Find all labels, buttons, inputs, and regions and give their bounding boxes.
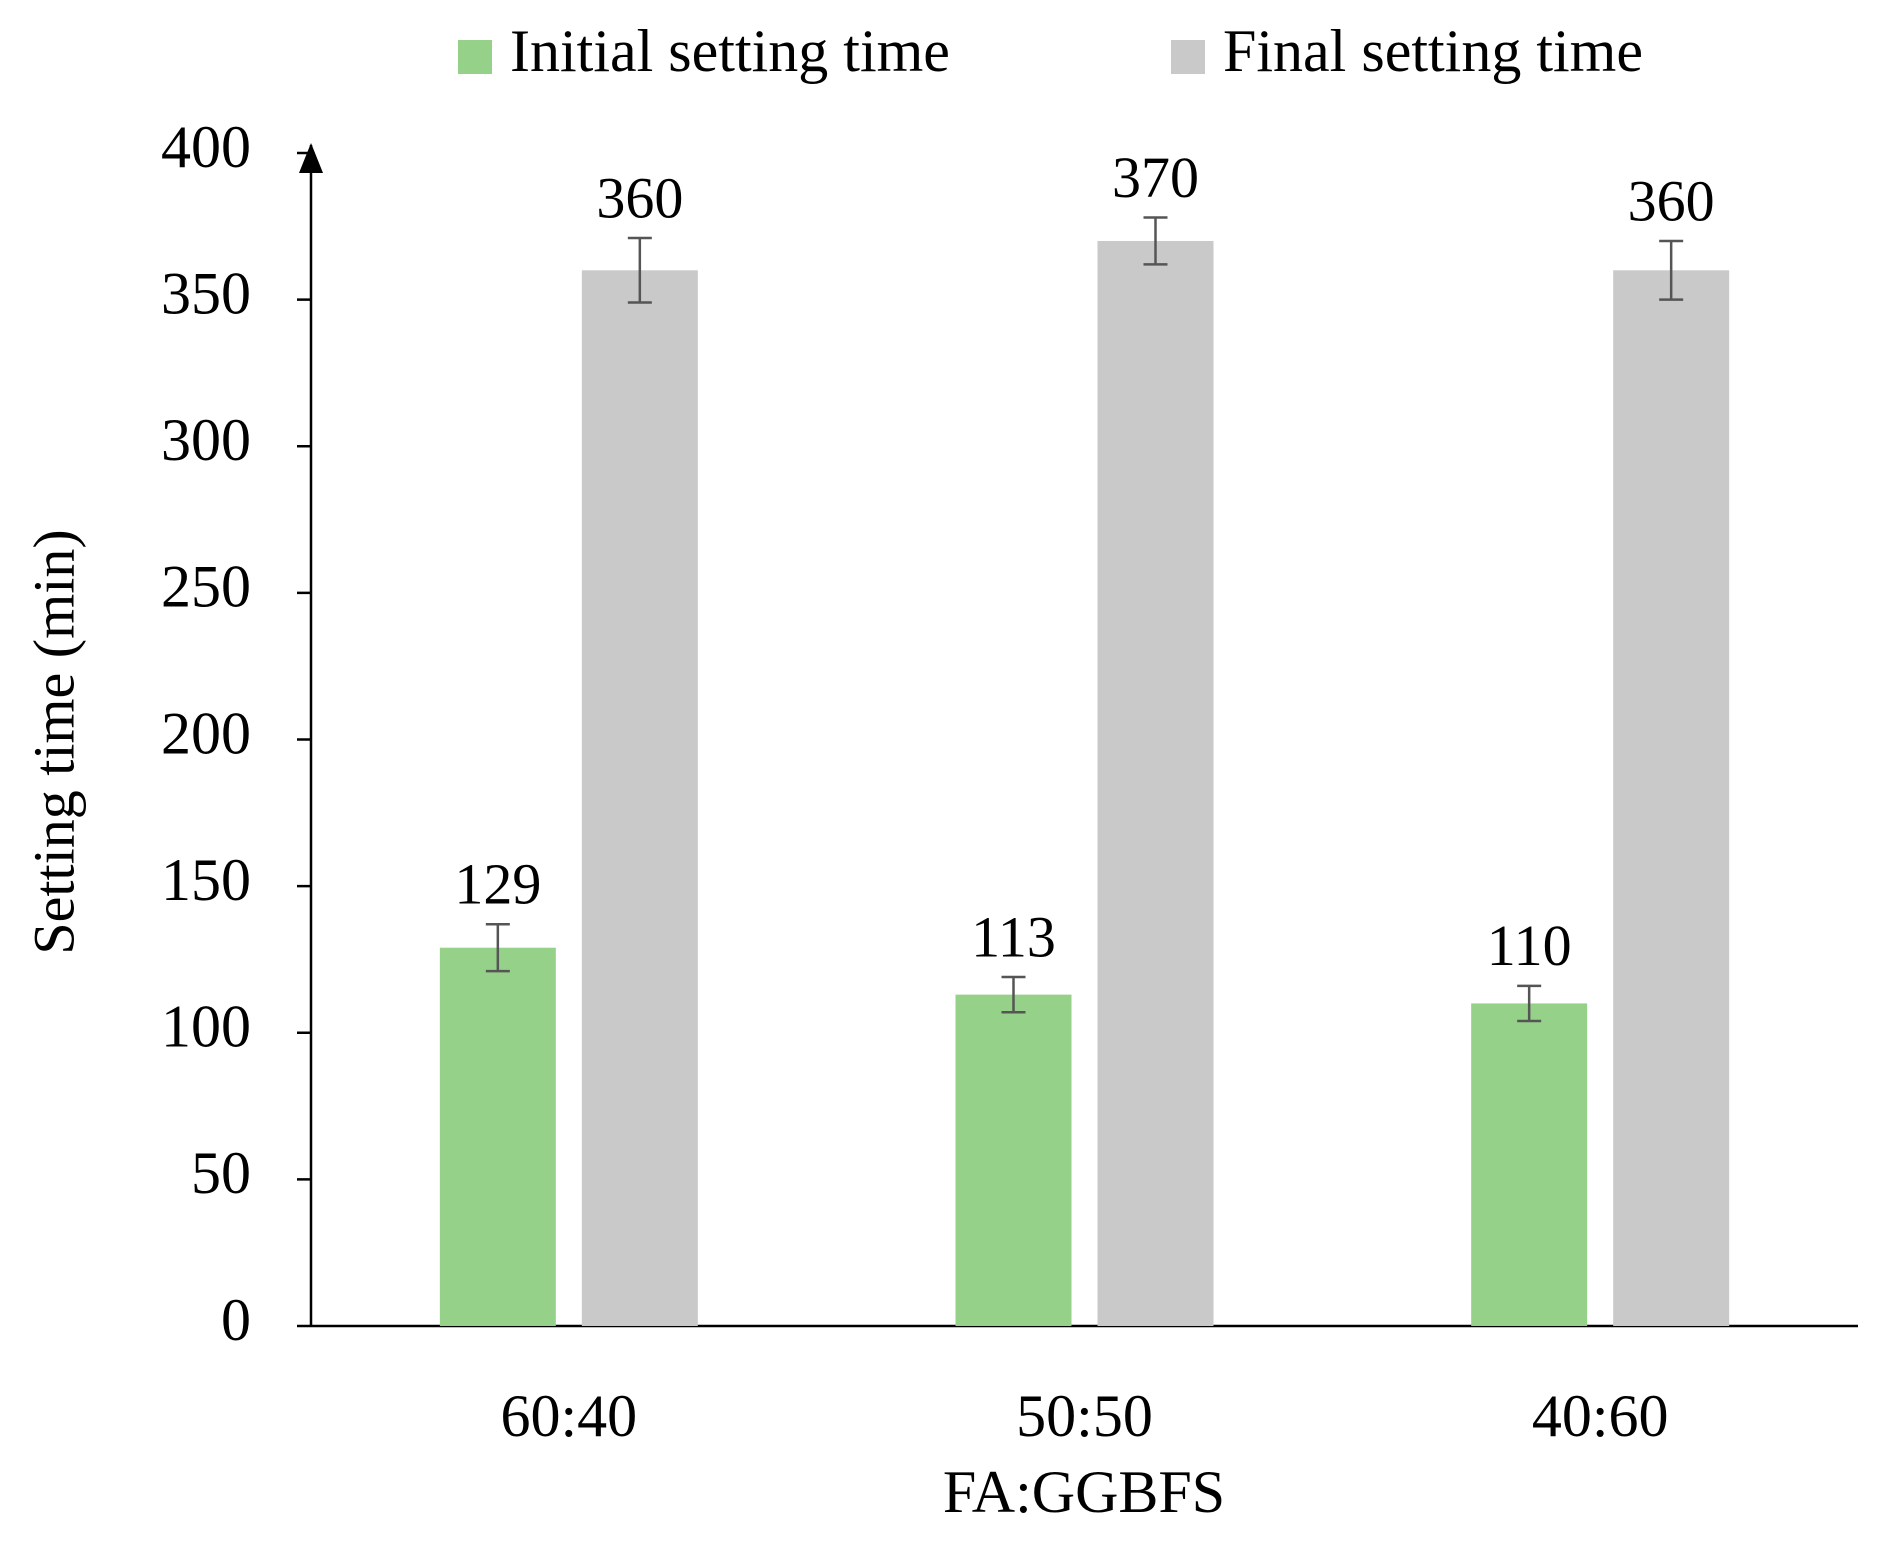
x-tick-label: 50:50	[1016, 1383, 1153, 1449]
bar	[955, 994, 1072, 1326]
y-tick-label: 50	[191, 1140, 251, 1206]
error-bar	[1143, 216, 1168, 266]
y-tick-label: 200	[161, 700, 251, 766]
data-label: 129	[454, 852, 541, 917]
y-tick-label: 150	[161, 847, 251, 913]
x-axis-title: FA:GGBFS	[943, 1459, 1225, 1525]
y-tick-label: 0	[221, 1287, 251, 1353]
bar	[581, 270, 698, 1326]
error-bar	[1001, 975, 1026, 1014]
bar	[439, 947, 556, 1326]
error-bar	[1517, 984, 1542, 1023]
legend-label: Final setting time	[1223, 18, 1643, 84]
y-axis-arrow	[299, 143, 323, 173]
y-tick-label: 300	[161, 407, 251, 473]
y-axis-title: Setting time (min)	[21, 529, 86, 954]
y-tick-label: 350	[161, 260, 251, 326]
error-bar	[485, 922, 510, 973]
bar	[1097, 240, 1214, 1327]
bar	[1613, 270, 1730, 1326]
x-tick-label: 40:60	[1532, 1383, 1669, 1449]
y-tick-label: 400	[161, 114, 251, 180]
bar	[1471, 1003, 1588, 1326]
data-label: 360	[1628, 168, 1715, 233]
legend-swatch	[458, 40, 492, 74]
y-tick-label: 100	[161, 994, 251, 1060]
y-tick-label: 250	[161, 554, 251, 620]
data-label: 113	[971, 904, 1056, 969]
data-label: 110	[1487, 913, 1572, 978]
data-label: 370	[1112, 145, 1199, 210]
data-label: 360	[596, 165, 683, 230]
error-bar	[627, 236, 652, 304]
error-bar	[1659, 239, 1684, 301]
legend-label: Initial setting time	[510, 18, 950, 84]
legend-swatch	[1171, 40, 1205, 74]
x-tick-label: 60:40	[500, 1383, 637, 1449]
